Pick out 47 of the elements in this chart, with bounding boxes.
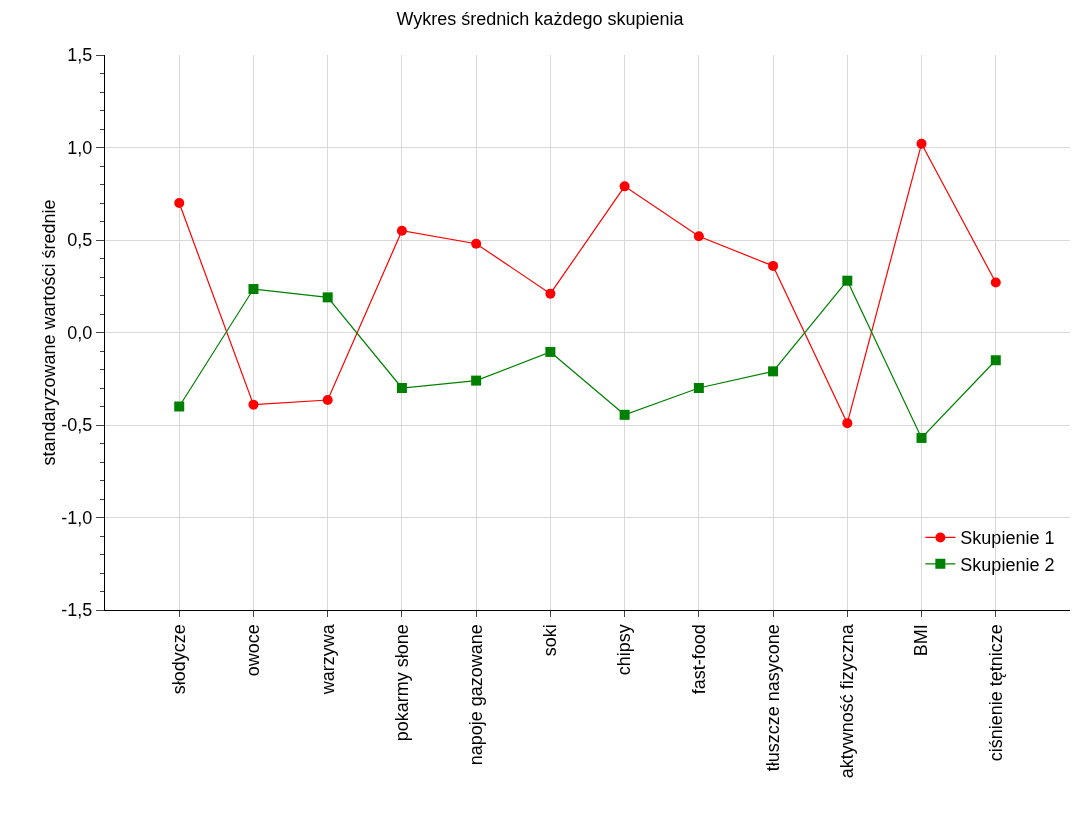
y-tick-label: -1,0 [61,507,93,528]
x-tick-label: tłuszcze nasycone [762,624,783,772]
x-tick-label: napoje gazowane [466,624,486,766]
x-tick-label: ciśnienie tętnicze [985,624,1006,762]
point [842,418,853,429]
point [768,366,779,377]
y-tick-label: -0,5 [61,415,93,436]
y-tick-label: 0,5 [67,230,93,251]
point [842,275,853,286]
point [693,231,704,242]
y-tick-label: 1,5 [67,45,93,66]
point [916,138,927,149]
x-tick-label: soki [540,624,561,657]
point [322,292,333,303]
point [916,432,927,443]
point [990,277,1001,288]
y-axis-title: standaryzowane wartości średnie [39,199,60,466]
x-tick-label: warzywa [317,623,338,696]
point [396,383,407,393]
point [545,346,556,357]
point [322,395,333,406]
point [990,355,1001,366]
chart-title: Wykres średnich każdego skupienia [396,8,685,29]
y-tick-label: 0,0 [67,322,93,343]
x-tick-label: owoce [243,624,264,677]
point [545,288,556,299]
point [768,260,779,271]
x-tick-label: aktywność fizyczna [837,623,858,779]
point [619,181,630,192]
point [248,284,259,295]
point [174,401,185,412]
legend-label: Skupienie 2 [960,554,1055,575]
legend-label: Skupienie 1 [960,528,1055,549]
point [174,198,185,208]
x-tick-label: pokarmy słone [391,624,412,742]
point [471,238,482,249]
point [693,383,704,393]
point [619,409,630,420]
point [471,375,482,386]
x-tick-label: słodycze [169,624,190,695]
y-tick-label: 1,0 [67,137,93,158]
x-tick-label: fast-food [688,624,709,695]
point [248,399,259,410]
point [396,225,407,236]
x-tick-label: BMI [911,624,932,657]
y-tick-label: -1,5 [61,600,93,621]
x-tick-label: chipsy [614,624,635,676]
